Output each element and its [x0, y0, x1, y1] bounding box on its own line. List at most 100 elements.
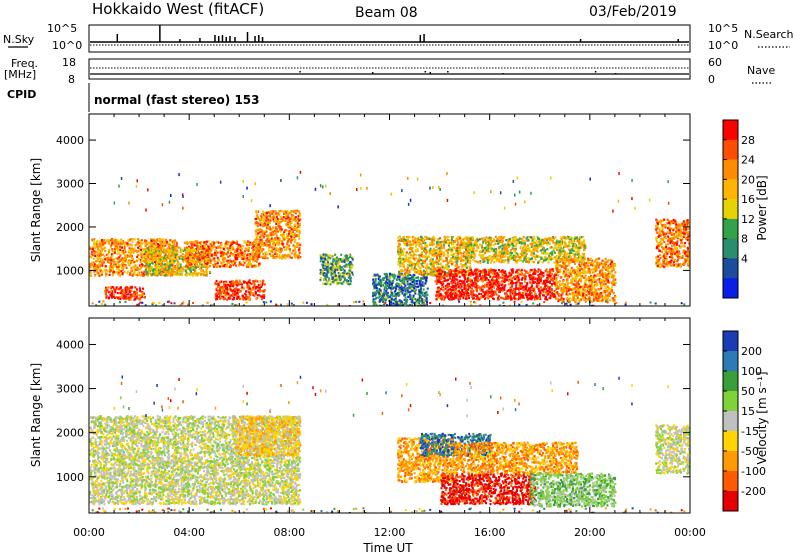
- data-cell: [98, 256, 101, 259]
- data-cell: [131, 248, 134, 251]
- data-cell: [426, 237, 428, 240]
- data-cell: [381, 277, 384, 280]
- data-cell: [372, 303, 375, 306]
- data-cell: [327, 256, 330, 259]
- noise-spike: [234, 37, 236, 42]
- data-cell: [135, 249, 137, 252]
- data-cell: [344, 265, 347, 268]
- data-cell: [216, 251, 219, 254]
- data-cell: [284, 217, 287, 220]
- data-cell: [132, 294, 135, 297]
- data-cell: [379, 279, 382, 282]
- noise-spike: [225, 37, 227, 42]
- data-cell: [219, 297, 221, 300]
- data-cell: [242, 298, 245, 301]
- data-cell: [120, 243, 123, 246]
- data-cell: [274, 248, 277, 251]
- data-cell: [425, 252, 427, 255]
- data-cell: [409, 298, 412, 301]
- data-cell: [188, 245, 191, 248]
- data-cell: [378, 282, 381, 285]
- data-cell: [334, 274, 337, 277]
- data-cell: [433, 253, 436, 257]
- data-cell: [415, 243, 418, 246]
- data-cell: [122, 290, 125, 293]
- data-cell: [256, 217, 259, 220]
- data-cell: [264, 234, 267, 237]
- data-cell: [214, 253, 217, 256]
- data-cell: [238, 262, 241, 266]
- data-cell: [239, 253, 242, 256]
- data-cell: [337, 275, 340, 278]
- data-cell: [184, 273, 187, 277]
- data-cell: [170, 239, 173, 242]
- data-cell: [374, 279, 377, 282]
- data-cell: [235, 289, 237, 292]
- data-cell: [137, 272, 140, 275]
- data-cell: [111, 296, 114, 299]
- data-cell: [398, 257, 401, 260]
- data-cell: [232, 240, 235, 243]
- data-cell: [124, 264, 127, 267]
- data-cell: [100, 239, 103, 242]
- data-cell: [405, 292, 408, 295]
- data-cell: [111, 286, 114, 289]
- data-cell: [242, 260, 245, 263]
- data-cell: [182, 260, 185, 263]
- data-cell: [419, 277, 422, 280]
- data-cell: [183, 246, 186, 249]
- data-cell: [215, 246, 218, 249]
- data-cell: [279, 248, 282, 252]
- data-cell: [244, 247, 247, 250]
- data-cell: [130, 255, 132, 258]
- data-cell: [532, 296, 535, 299]
- data-cell: [435, 252, 437, 255]
- data-cell: [231, 247, 234, 250]
- data-cell: [414, 291, 416, 294]
- data-cell: [409, 296, 412, 299]
- data-cell: [195, 272, 198, 275]
- data-cell: [97, 243, 99, 246]
- data-cell: [144, 296, 146, 299]
- data-cell: [121, 251, 123, 254]
- data-cell: [397, 248, 400, 251]
- data-cell: [95, 260, 98, 263]
- data-cell: [408, 285, 411, 288]
- data-cell: [406, 278, 409, 281]
- data-cell: [411, 236, 414, 239]
- data-cell: [470, 272, 473, 275]
- data-cell: [118, 256, 121, 259]
- data-cell: [274, 218, 276, 221]
- data-cell: [406, 280, 409, 283]
- data-cell: [169, 260, 171, 263]
- data-cell: [256, 251, 259, 254]
- data-cell: [187, 259, 190, 262]
- data-cell: [263, 290, 266, 293]
- data-cell: [254, 265, 257, 268]
- data-cell: [425, 270, 428, 274]
- data-cell: [262, 252, 265, 256]
- data-cell: [116, 260, 119, 263]
- data-cell: [374, 282, 377, 285]
- data-cell: [404, 238, 407, 242]
- data-cell: [104, 250, 107, 253]
- data-cell: [172, 259, 175, 262]
- data-cell: [224, 245, 227, 248]
- data-cell: [257, 232, 260, 235]
- data-cell: [134, 298, 137, 301]
- data-cell: [131, 238, 134, 241]
- data-cell: [233, 297, 236, 300]
- data-cell: [129, 254, 132, 257]
- data-cell: [118, 260, 121, 263]
- data-cell: [430, 238, 433, 241]
- data-cell: [418, 290, 421, 293]
- data-cell: [214, 249, 217, 252]
- data-cell: [271, 233, 274, 236]
- data-cell: [125, 285, 128, 289]
- data-cell: [417, 265, 420, 268]
- data-cell: [265, 221, 268, 224]
- data-cell: [160, 239, 163, 242]
- data-cell: [193, 254, 196, 257]
- data-cell: [197, 260, 200, 263]
- data-cell: [410, 284, 413, 287]
